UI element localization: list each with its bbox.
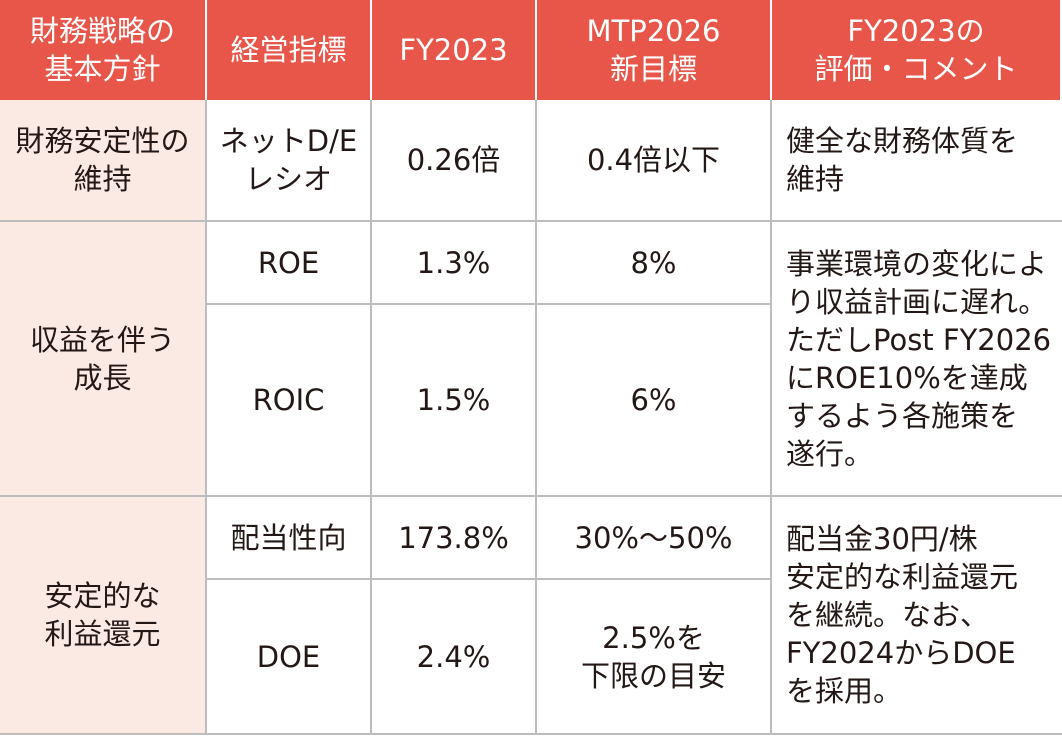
cell-text: 0.4倍以下 [586, 143, 721, 177]
target-cell: 2.5%を 下限の目安 [537, 580, 772, 735]
cell-text: 6% [630, 383, 677, 417]
cell-text: を継続。なお、 [786, 598, 990, 632]
comment-cell: 健全な財務体質を 維持 [772, 100, 1062, 222]
metric-cell: DOE [207, 580, 372, 735]
cell-text: 財務安定性の [15, 124, 190, 158]
cell-text: 遂行。 [786, 436, 874, 471]
metric-cell: ROE [207, 222, 372, 305]
cell-text: ROIC [252, 383, 325, 417]
cell-text: 2.5%を [602, 620, 705, 655]
target-cell: 6% [537, 305, 772, 497]
cell-text: り収益計画に遅れ。 [786, 284, 1048, 319]
cell-text: 173.8% [398, 520, 509, 555]
cell-text: 健全な財務体質を [786, 124, 1019, 158]
cell-text: レシオ [244, 162, 332, 196]
cell-text: 1.3% [416, 245, 491, 280]
policy-cell: 財務安定性の 維持 [0, 100, 207, 222]
cell-text: するよう各施策を [786, 398, 1019, 433]
cell-text: 0.26倍 [406, 143, 501, 177]
fy2023-cell: 2.4% [372, 580, 537, 735]
cell-text: FY2024からDOE [786, 636, 1016, 670]
header-cell: 経営指標 [207, 0, 372, 100]
header-cell: MTP2026 新目標 [537, 0, 772, 100]
header-cell: FY2023 [372, 0, 537, 100]
cell-text: 1.5% [416, 383, 491, 417]
fy2023-cell: 0.26倍 [372, 100, 537, 222]
cell-text: 安定的な利益還元 [786, 560, 1019, 594]
target-cell: 30%～50% [537, 497, 772, 580]
cell-text: 財務戦略の [29, 14, 175, 48]
cell-text: ただしPost FY2026 [786, 322, 1052, 357]
cell-text: 30%～50% [574, 520, 733, 555]
cell-text: 新目標 [609, 52, 697, 86]
target-cell: 8% [537, 222, 772, 305]
fy2023-cell: 1.5% [372, 305, 537, 497]
cell-text: 配当金30円/株 [786, 522, 978, 556]
cell-text: 収益を伴う [29, 322, 175, 357]
cell-text: 安定的な [44, 579, 161, 613]
comment-cell: 配当金30円/株安定的な利益還元 を継続。なお、 FY2024からDOE を採用。 [772, 497, 1062, 735]
metric-cell: 配当性向 [207, 497, 372, 580]
header-cell: FY2023の 評価・コメント [772, 0, 1062, 100]
target-cell: 0.4倍以下 [537, 100, 772, 222]
metric-cell: ROIC [207, 305, 372, 497]
cell-text: 事業環境の変化によ [786, 246, 1048, 281]
comment-cell: 事業環境の変化によ り収益計画に遅れ。 ただしPost FY2026 にROE10%を… [772, 222, 1062, 497]
cell-text: 2.4% [416, 639, 491, 674]
policy-cell: 安定的な 利益還元 [0, 497, 207, 735]
fy2023-cell: 173.8% [372, 497, 537, 580]
cell-text: FY2023 [399, 33, 508, 67]
policy-cell: 収益を伴う 成長 [0, 222, 207, 497]
cell-text: FY2023の [847, 14, 985, 48]
cell-text: 評価・コメント [814, 52, 1018, 86]
cell-text: 8% [630, 245, 677, 280]
cell-text: ネットD/E [219, 124, 358, 158]
cell-text: DOE [256, 639, 321, 674]
cell-text: 下限の目安 [580, 658, 726, 693]
cell-text: MTP2026 [586, 14, 721, 48]
fy2023-cell: 1.3% [372, 222, 537, 305]
cell-text: 維持 [73, 162, 132, 196]
cell-text: 維持 [786, 162, 845, 196]
cell-text: 成長 [73, 360, 132, 395]
cell-text: にROE10%を達成 [786, 360, 1028, 395]
cell-text: 基本方針 [44, 52, 161, 86]
cell-text: 配当性向 [230, 520, 347, 555]
cell-text: 利益還元 [44, 617, 161, 651]
header-cell: 財務戦略の 基本方針 [0, 0, 207, 100]
cell-text: を採用。 [786, 674, 903, 708]
metric-cell: ネットD/E レシオ [207, 100, 372, 222]
cell-text: 経営指標 [230, 33, 347, 67]
cell-text: ROE [257, 245, 320, 280]
